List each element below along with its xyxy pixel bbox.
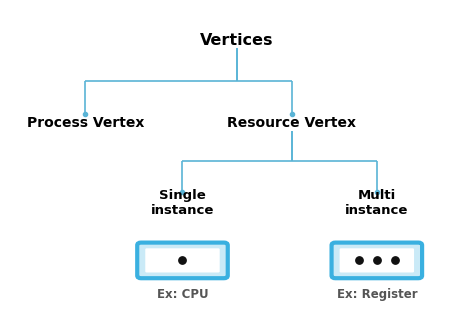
Text: Single
instance: Single instance: [151, 189, 214, 217]
FancyBboxPatch shape: [331, 243, 422, 278]
Point: [179, 258, 186, 263]
Text: Process Vertex: Process Vertex: [27, 116, 144, 130]
Text: Ex: Register: Ex: Register: [337, 288, 417, 301]
Point: [373, 258, 381, 263]
FancyBboxPatch shape: [145, 248, 219, 272]
Text: Ex: CPU: Ex: CPU: [157, 288, 208, 301]
Text: Vertices: Vertices: [200, 33, 274, 48]
FancyBboxPatch shape: [137, 243, 228, 278]
Point: [355, 258, 363, 263]
Text: Resource Vertex: Resource Vertex: [227, 116, 356, 130]
FancyBboxPatch shape: [339, 248, 414, 272]
Point: [391, 258, 399, 263]
Text: Multi
instance: Multi instance: [345, 189, 409, 217]
